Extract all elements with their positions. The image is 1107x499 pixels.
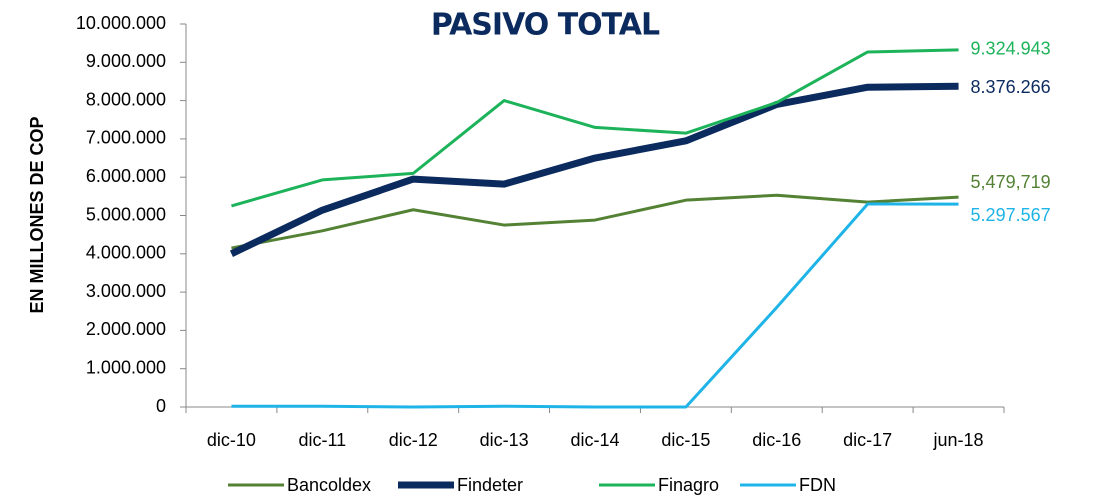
x-tick-label: dic-14 (570, 430, 619, 450)
series-line (231, 193, 959, 250)
chart-title: PASIVO TOTAL (431, 8, 660, 43)
y-tick-label: 0 (156, 396, 166, 416)
x-tick-label: dic-10 (207, 430, 256, 450)
y-tick-label: 8.000.000 (86, 89, 166, 109)
y-axis-label: EN MILLONES DE COP (27, 116, 47, 313)
y-tick-label: 9.000.000 (86, 51, 166, 71)
series-line (229, 82, 959, 257)
legend-label: Bancoldex (287, 475, 371, 495)
x-tick-label: jun-18 (933, 430, 984, 450)
data-label: 8.376.266 (971, 77, 1051, 97)
x-tick-label: dic-16 (752, 430, 801, 450)
x-tick-label: dic-11 (298, 430, 346, 450)
data-label: 5,479,719 (971, 172, 1051, 192)
data-label: 9.324.943 (971, 39, 1051, 59)
x-tick-label: dic-15 (661, 430, 710, 450)
x-tick-label: dic-13 (480, 430, 529, 450)
y-tick-label: 5.000.000 (86, 204, 166, 224)
legend-label: Finagro (658, 475, 719, 495)
y-tick-label: 2.000.000 (86, 319, 166, 339)
legend-label: FDN (799, 475, 836, 495)
y-tick-label: 1.000.000 (86, 357, 166, 377)
series-line (231, 48, 959, 208)
series-line (231, 202, 959, 409)
y-tick-label: 4.000.000 (86, 243, 166, 263)
y-tick-label: 10.000.000 (76, 13, 166, 33)
x-tick-label: dic-12 (389, 430, 438, 450)
x-tick-label: dic-17 (843, 430, 892, 450)
data-label: 5.297.567 (971, 205, 1051, 225)
y-tick-label: 6.000.000 (86, 166, 166, 186)
y-tick-label: 7.000.000 (86, 128, 166, 148)
y-tick-label: 3.000.000 (86, 281, 166, 301)
legend-label: Findeter (457, 475, 523, 495)
